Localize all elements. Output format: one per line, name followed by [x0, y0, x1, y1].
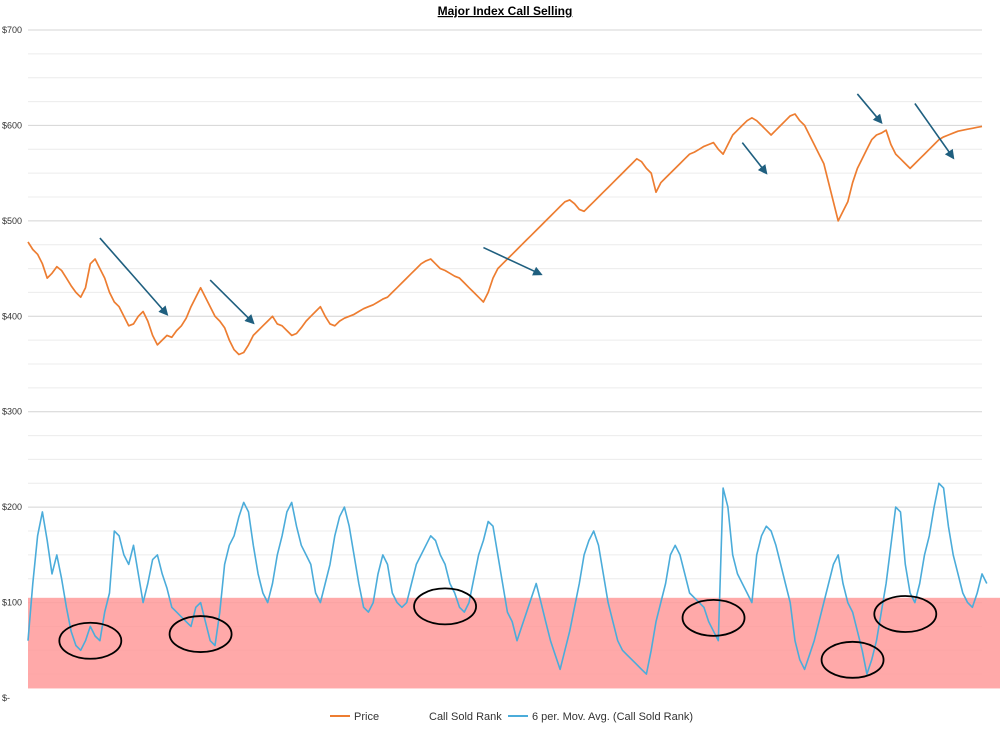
annotations [58, 93, 955, 679]
y-tick-label: $- [2, 693, 10, 703]
annotation-arrow [856, 93, 883, 125]
y-tick-label: $300 [2, 407, 22, 417]
y-axis-tick-labels: $- $100 $200 $300 $400 $500 $600 $700 [2, 25, 22, 703]
y-tick-label: $700 [2, 25, 22, 35]
legend-label: Call Sold Rank [429, 711, 502, 723]
y-tick-label: $100 [2, 598, 22, 608]
annotation-arrow [741, 142, 768, 175]
annotation-circle [58, 621, 123, 660]
y-tick-label: $400 [2, 311, 22, 321]
annotation-circle [681, 598, 746, 637]
annotation-arrow [914, 103, 955, 160]
series-line-ma [27, 482, 988, 675]
annotation-arrow [99, 237, 169, 316]
legend-label: 6 per. Mov. Avg. (Call Sold Rank) [532, 711, 693, 723]
legend: Price Call Sold Rank 6 per. Mov. Avg. (Cal… [330, 711, 693, 723]
annotation-circle [820, 640, 885, 679]
y-tick-label: $600 [2, 120, 22, 130]
annotation-arrow [209, 279, 255, 325]
series-layer [27, 113, 988, 675]
series-line-price [27, 113, 983, 356]
annotation-circle [873, 595, 938, 633]
legend-label: Price [354, 711, 379, 723]
annotation-circle [168, 615, 233, 653]
annotation-circle [413, 587, 477, 626]
y-tick-label: $200 [2, 502, 22, 512]
annotation-arrow [483, 246, 543, 276]
chart-title: Major Index Call Selling [438, 4, 573, 18]
grid [28, 29, 982, 675]
y-tick-label: $500 [2, 216, 22, 226]
